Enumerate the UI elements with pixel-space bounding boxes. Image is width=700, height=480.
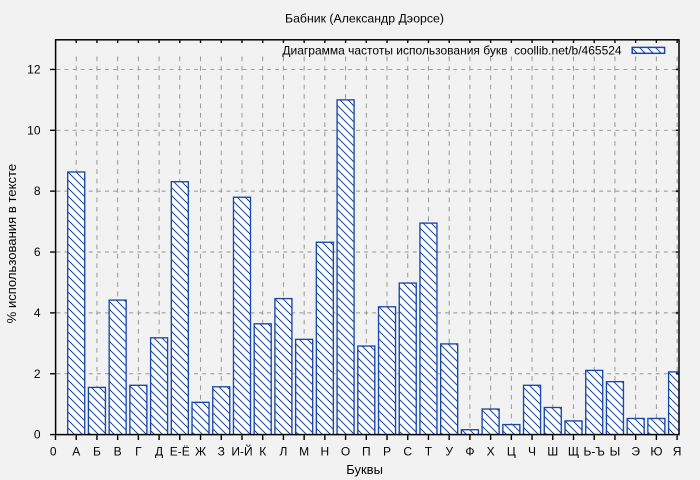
svg-text:Ч: Ч bbox=[528, 445, 536, 459]
svg-text:Бабник (Александр Дэорсе): Бабник (Александр Дэорсе) bbox=[285, 12, 444, 26]
svg-text:% использования в тексте: % использования в тексте bbox=[4, 164, 19, 323]
svg-text:4: 4 bbox=[34, 306, 41, 320]
svg-text:И-Й: И-Й bbox=[231, 444, 252, 459]
svg-text:Ц: Ц bbox=[507, 445, 516, 459]
svg-text:Ы: Ы bbox=[610, 445, 621, 459]
svg-text:0: 0 bbox=[50, 445, 57, 459]
svg-text:Э: Э bbox=[631, 445, 640, 459]
svg-text:Ж: Ж bbox=[195, 445, 206, 459]
svg-text:Я: Я bbox=[673, 445, 682, 459]
svg-text:П: П bbox=[362, 445, 371, 459]
svg-text:Д: Д bbox=[155, 445, 163, 459]
svg-text:Е-Ё: Е-Ё bbox=[170, 445, 190, 459]
svg-text:Буквы: Буквы bbox=[346, 462, 383, 477]
svg-text:6: 6 bbox=[34, 245, 41, 259]
svg-text:Г: Г bbox=[135, 445, 142, 459]
svg-text:Л: Л bbox=[279, 445, 287, 459]
svg-text:Ф: Ф bbox=[465, 445, 474, 459]
svg-text:А: А bbox=[72, 445, 80, 459]
svg-text:О: О bbox=[341, 445, 350, 459]
svg-text:12: 12 bbox=[27, 62, 41, 76]
svg-text:С: С bbox=[403, 445, 412, 459]
svg-text:10: 10 bbox=[27, 123, 41, 137]
svg-text:З: З bbox=[218, 445, 225, 459]
svg-text:Х: Х bbox=[487, 445, 495, 459]
svg-text:8: 8 bbox=[34, 184, 41, 198]
svg-text:Диаграмма частоты использовани: Диаграмма частоты использования букв coo… bbox=[282, 44, 622, 58]
svg-text:В: В bbox=[114, 445, 122, 459]
svg-text:М: М bbox=[299, 445, 309, 459]
svg-text:К: К bbox=[259, 445, 266, 459]
svg-text:2: 2 bbox=[34, 367, 41, 381]
svg-text:Ь-Ъ: Ь-Ъ bbox=[584, 445, 605, 459]
svg-text:У: У bbox=[445, 445, 453, 459]
svg-text:Н: Н bbox=[321, 445, 330, 459]
svg-text:Щ: Щ bbox=[568, 445, 579, 459]
svg-text:Р: Р bbox=[383, 445, 391, 459]
svg-text:Ю: Ю bbox=[650, 445, 662, 459]
svg-text:Б: Б bbox=[93, 445, 101, 459]
svg-text:Ш: Ш bbox=[547, 445, 558, 459]
svg-text:Т: Т bbox=[425, 445, 433, 459]
svg-text:0: 0 bbox=[34, 428, 41, 442]
